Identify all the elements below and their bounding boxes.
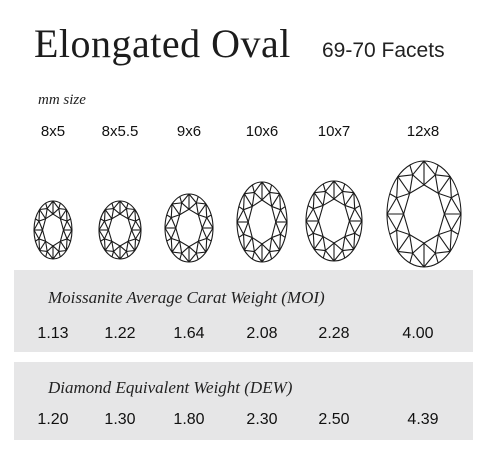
- page-title: Elongated Oval: [34, 21, 291, 66]
- size-label: 8x5.5: [101, 123, 139, 140]
- moissanite-title: Moissanite Average Carat Weight (MOI): [48, 288, 325, 307]
- size-label: 8x5: [40, 123, 66, 140]
- dew-value: 4.39: [407, 411, 439, 428]
- moi-value: 4.00: [402, 325, 434, 342]
- diamond-title: Diamond Equivalent Weight (DEW): [48, 378, 293, 397]
- size-label: 9x6: [176, 123, 202, 140]
- oval-facet-icon: [164, 193, 214, 263]
- dew-value: 2.50: [318, 411, 350, 428]
- dew-value: 1.20: [37, 411, 69, 428]
- oval-facet-icon: [98, 200, 142, 260]
- oval-facet-icon: [33, 200, 73, 260]
- oval-facet-icon: [386, 160, 462, 268]
- size-label: 10x6: [245, 123, 279, 140]
- moi-value: 1.13: [37, 325, 69, 342]
- moi-value: 1.22: [104, 325, 136, 342]
- oval-facet-icon: [236, 181, 288, 263]
- moi-value: 1.64: [173, 325, 205, 342]
- dew-value: 1.30: [104, 411, 136, 428]
- diamond-panel: Diamond Equivalent Weight (DEW) 1.20 1.3…: [14, 362, 473, 440]
- size-label: 10x7: [317, 123, 351, 140]
- moissanite-panel: Moissanite Average Carat Weight (MOI) 1.…: [14, 270, 473, 352]
- dew-value: 2.30: [246, 411, 278, 428]
- oval-facet-icon: [305, 180, 363, 262]
- facets-label: 69-70 Facets: [322, 39, 445, 62]
- moi-value: 2.08: [246, 325, 278, 342]
- size-label: 12x8: [406, 123, 440, 140]
- dew-value: 1.80: [173, 411, 205, 428]
- moi-value: 2.28: [318, 325, 350, 342]
- mm-size-label: mm size: [38, 92, 86, 108]
